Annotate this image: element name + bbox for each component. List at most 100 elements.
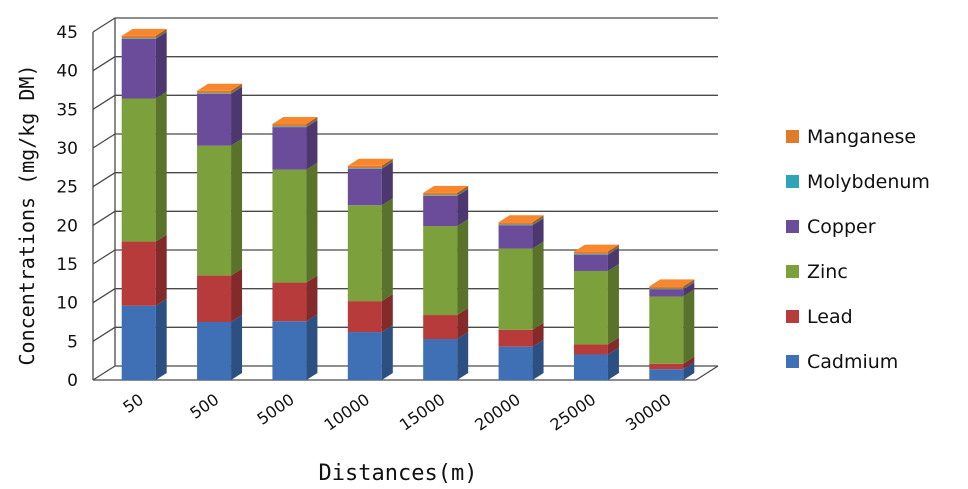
bar-side [532, 339, 544, 380]
y-tick-labels: 0 5 10 15 20 25 30 35 40 45 [56, 23, 78, 391]
bar-front [498, 222, 533, 225]
bar-segment-zinc [347, 198, 393, 302]
bar-top [498, 215, 544, 223]
y-tick-label: 25 [56, 178, 78, 198]
bar-segment-manganese [347, 158, 393, 169]
legend-item-molybdenum: Molybdenum [786, 171, 930, 193]
bar-stack-5000 [272, 117, 318, 380]
bar-front [347, 332, 382, 380]
bar-front [197, 93, 232, 94]
bar-stack-25000 [573, 244, 619, 380]
bar-front [498, 248, 533, 330]
bar-segment-manganese [498, 215, 544, 225]
bar-side [231, 268, 243, 322]
x-tick-label: 500 [186, 390, 222, 423]
bar-segment-copper [423, 188, 469, 227]
bar-segment-zinc [649, 289, 695, 364]
bar-front [649, 363, 684, 370]
bar-side [155, 91, 167, 242]
bar-segment-lead [423, 308, 469, 340]
bar-segment-lead [272, 275, 318, 322]
bar-segment-copper [649, 282, 695, 297]
gridline [92, 326, 718, 342]
floor-edge [93, 365, 719, 381]
legend-swatch [786, 220, 799, 233]
gridlines [92, 17, 719, 381]
x-axis-label: Distances(m) [319, 461, 478, 486]
bar-side [231, 86, 243, 146]
bar-front [498, 346, 533, 380]
bar-front [347, 168, 382, 206]
bar-side [231, 83, 243, 94]
bar-side [683, 356, 695, 370]
x-tick-labels: 50 500 5000 10000 15000 20000 25000 30000 [119, 390, 674, 435]
bar-front [498, 225, 533, 249]
legend-item-copper: Copper [786, 216, 876, 238]
bar-segment-copper [347, 161, 393, 206]
bar-side [381, 325, 393, 380]
bar-front [498, 224, 533, 226]
bar-front [649, 286, 684, 289]
legend-swatch [786, 175, 799, 188]
y-tick-label: 10 [56, 294, 78, 314]
y-tick-label: 5 [67, 332, 78, 352]
bar-front [423, 192, 458, 196]
bar-side [607, 263, 619, 345]
y-tick-label: 15 [56, 255, 78, 275]
bar-segment-copper [498, 218, 544, 249]
bar-side [457, 188, 469, 196]
bar-front [573, 344, 608, 355]
gridline [92, 133, 718, 149]
bar-front [649, 288, 684, 290]
bar-segment-copper [272, 120, 318, 170]
bar-side [381, 158, 393, 169]
legend-swatch [786, 130, 799, 143]
gridline [92, 210, 718, 226]
bar-segment-molybdenum [423, 188, 469, 196]
bar-stack-10000 [347, 158, 393, 380]
bar-side [683, 281, 695, 290]
bar-segment-cadmium [649, 362, 695, 380]
bar-stack-50 [121, 28, 167, 380]
bars [121, 28, 695, 380]
bar-segment-lead [347, 294, 393, 333]
bar-side [155, 28, 167, 39]
bar-front [121, 38, 156, 99]
bar-front [498, 329, 533, 347]
bar-side [155, 31, 167, 39]
bar-segment-zinc [423, 219, 469, 316]
bar-segment-manganese [272, 117, 318, 127]
legend-label: Lead [807, 306, 853, 328]
bar-side [532, 218, 544, 249]
bar-side [306, 117, 318, 127]
bar-front [423, 315, 458, 340]
bar-side [457, 188, 469, 227]
bar-segment-manganese [423, 185, 469, 196]
bar-side [683, 279, 695, 289]
bar-front [272, 169, 307, 283]
gridline [92, 249, 718, 265]
bar-front [347, 205, 382, 302]
bar-front [423, 195, 458, 196]
bar-front [272, 127, 307, 170]
legend-label: Zinc [807, 261, 848, 283]
bar-side [457, 332, 469, 380]
bar-front [649, 289, 684, 297]
bar-front [272, 126, 307, 128]
bar-segment-molybdenum [347, 161, 393, 169]
bar-stack-15000 [423, 185, 469, 380]
bar-side [457, 219, 469, 316]
bar-segment-manganese [121, 28, 167, 39]
bar-front [272, 282, 307, 322]
bar-segment-cadmium [347, 325, 393, 380]
legend-swatch [786, 265, 799, 278]
bar-segment-cadmium [121, 298, 167, 380]
bar-front [197, 322, 232, 380]
bar-front [649, 296, 684, 364]
bar-side [683, 282, 695, 297]
x-tick-label: 20000 [471, 390, 524, 435]
bar-front [272, 124, 307, 127]
y-axis-label: Concentrations (mg/kg DM) [15, 64, 39, 365]
bar-front [121, 241, 156, 306]
